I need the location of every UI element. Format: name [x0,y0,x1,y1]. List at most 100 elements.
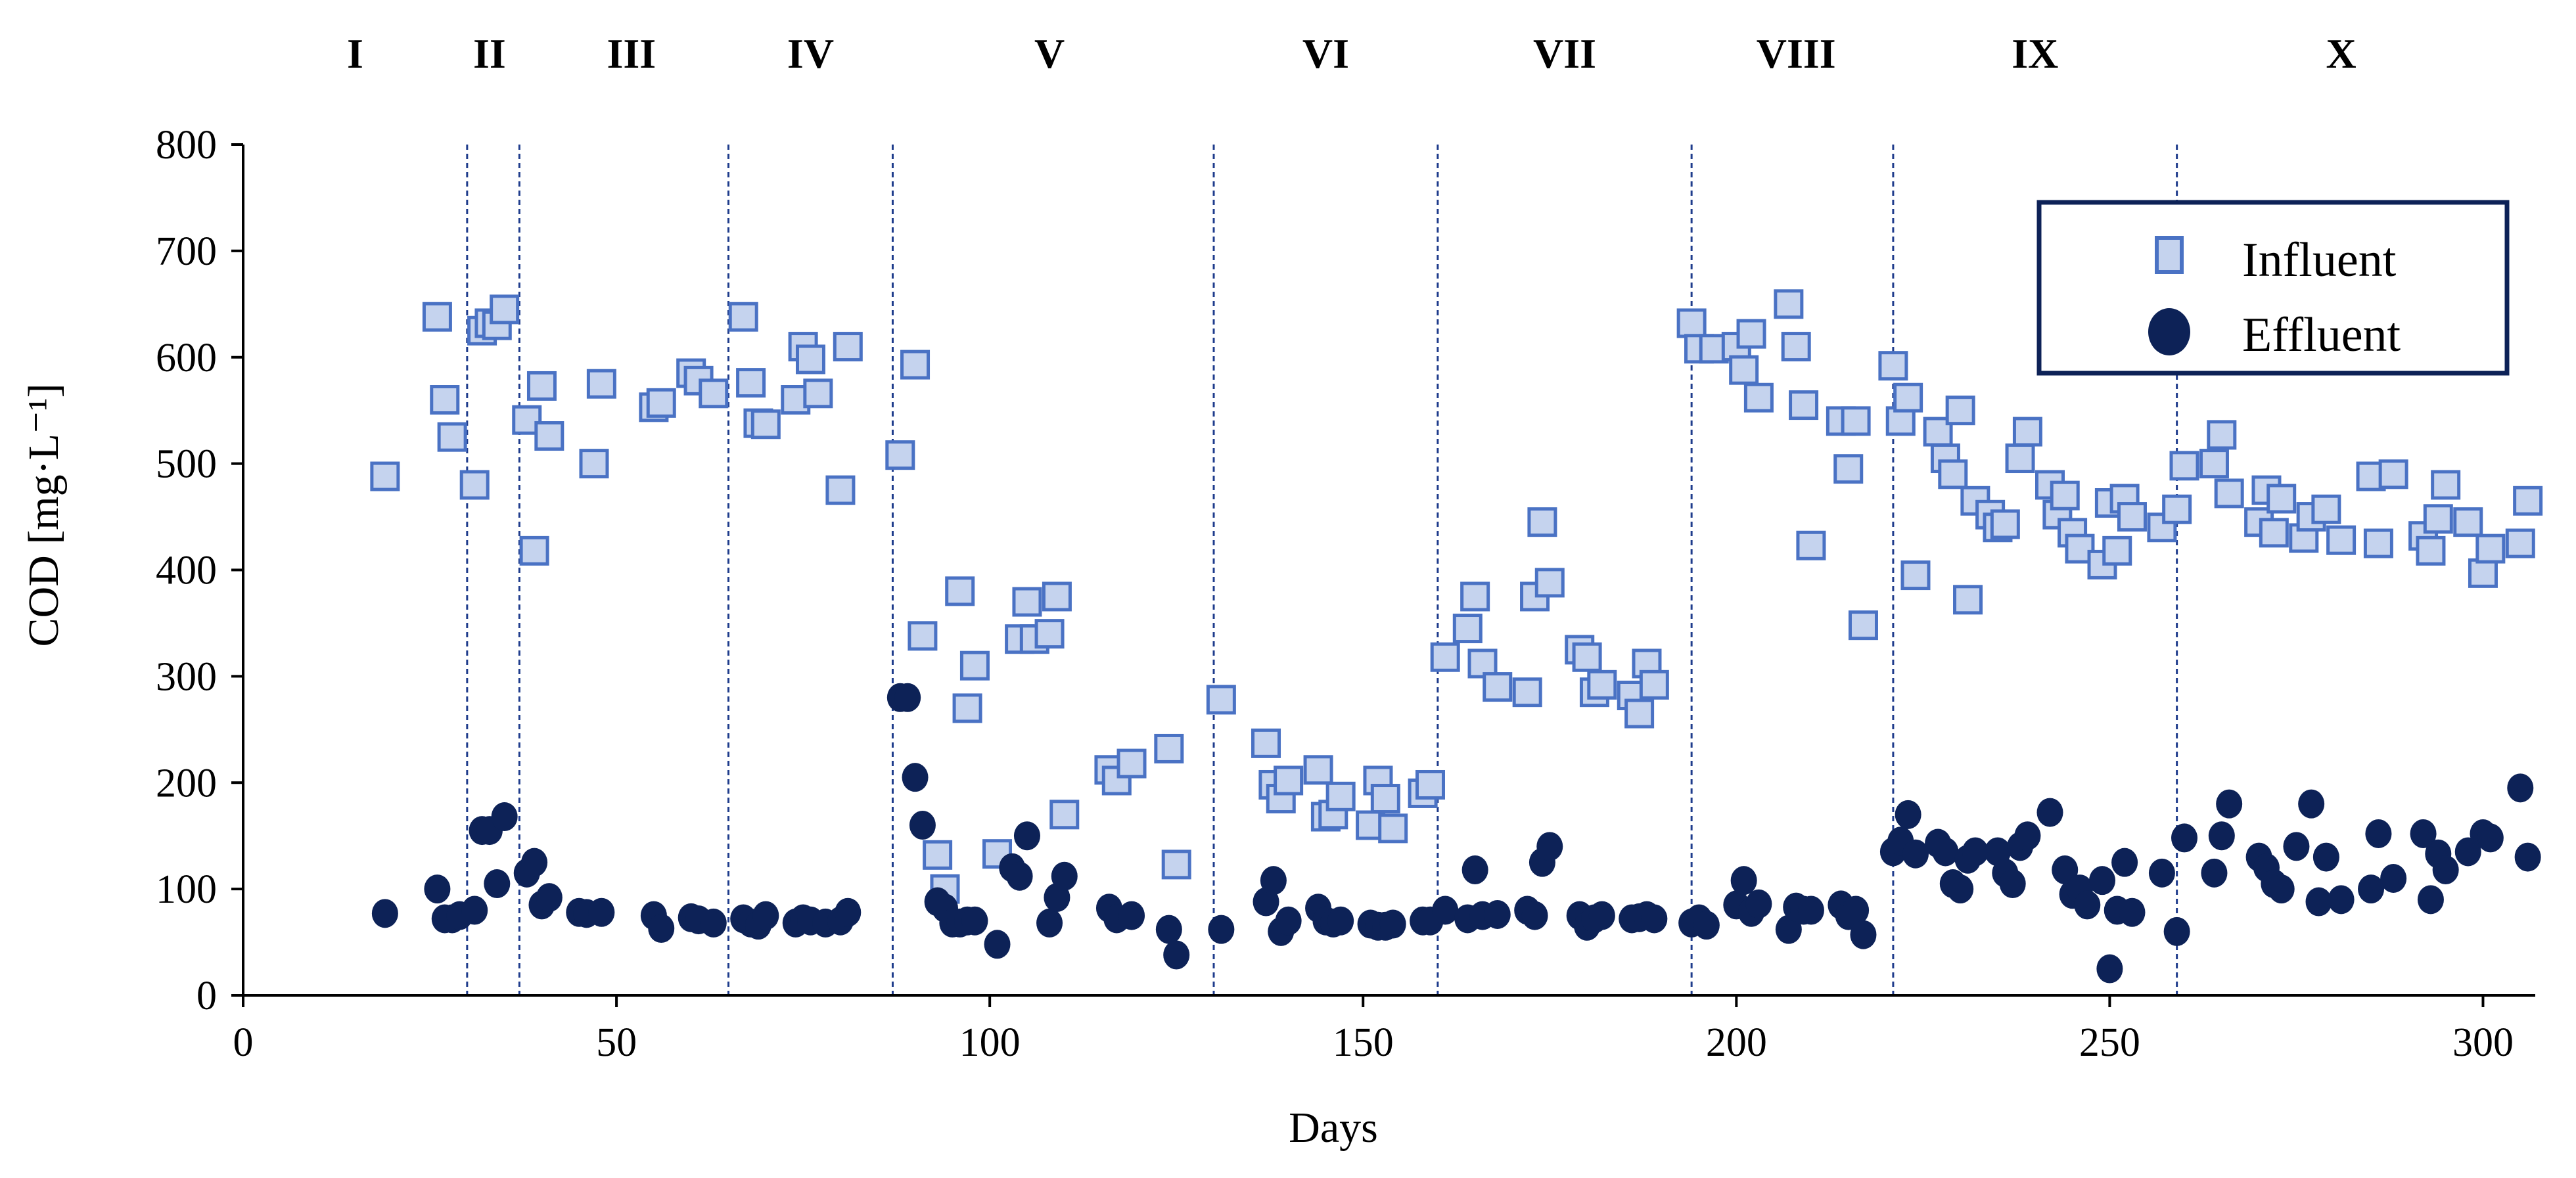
influent-point [1012,587,1042,617]
effluent-point [1484,899,1511,929]
effluent-point [1962,837,1989,867]
x-axis-title: Days [1289,1104,1378,1152]
influent-point [945,576,975,606]
effluent-point [1947,874,1974,904]
influent-point [1430,642,1460,672]
effluent-point [424,874,451,904]
influent-point [2326,525,2357,555]
effluent-point [1895,800,1921,829]
phase-labels: I II III IV V VI VII VIII IX X [347,30,2357,77]
influent-point [646,388,676,418]
effluent-point [1588,901,1615,930]
effluent-point [2201,858,2228,888]
effluent-point [2477,823,2504,853]
effluent-point [491,802,518,832]
influent-point [526,371,557,401]
influent-point [1378,813,1408,844]
influent-point [2505,528,2535,558]
legend-influent-marker [2155,236,2184,274]
influent-point [1512,677,1542,708]
phase-label: IV [787,30,834,77]
phase-label: VII [1533,30,1596,77]
influent-series [370,289,2543,904]
influent-point [1953,585,1983,615]
effluent-point [1775,915,1802,944]
influent-point [2475,533,2506,564]
influent-point [1370,784,1400,814]
influent-point [1161,850,1191,880]
effluent-point [961,906,988,936]
effluent-point [2305,887,2332,917]
x-tick-label: 0 [233,1020,254,1065]
effluent-point [2089,866,2116,895]
effluent-series [371,683,2541,984]
influent-point [1527,507,1557,537]
effluent-point [2014,821,2041,851]
influent-point [2266,484,2297,514]
phase-label: VIII [1757,30,1836,77]
effluent-point [1432,895,1459,925]
influent-point [1206,685,1236,715]
influent-point [959,650,990,681]
influent-point [370,461,400,491]
influent-point [1639,669,1669,700]
influent-point [2065,533,2095,564]
influent-point [422,302,452,332]
influent-point [1893,382,1923,413]
influent-point [2311,494,2341,524]
legend-effluent-marker [2148,308,2190,355]
influent-point [1841,406,1871,436]
legend-box [2036,200,2510,376]
influent-point [2162,494,2192,524]
influent-point [1878,351,1908,381]
x-tick-label: 300 [2452,1020,2514,1065]
effluent-point [902,763,929,792]
influent-point [1743,382,1774,413]
effluent-point [2208,821,2235,851]
phase-label: II [473,30,506,77]
influent-point [803,378,833,409]
influent-point [1534,568,1565,598]
influent-point [2468,558,2498,588]
effluent-point [2163,917,2190,946]
effluent-point [1051,861,1078,891]
effluent-point [2036,798,2063,827]
effluent-point [1850,920,1877,949]
influent-point [1848,610,1878,641]
effluent-point [2148,858,2175,888]
effluent-point [2417,885,2444,915]
effluent-point [2328,885,2355,915]
effluent-point [2171,823,2198,853]
influent-point [1251,728,1281,758]
effluent-point [1260,866,1287,895]
phase-label: III [607,30,656,77]
x-tick-label: 150 [1333,1020,1394,1065]
influent-point [1452,614,1483,644]
effluent-point [1797,895,1824,925]
x-tick-label: 250 [2079,1020,2140,1065]
influent-point [1034,619,1065,649]
influent-point [900,350,931,380]
effluent-point [2507,773,2534,803]
influent-point [1833,454,1864,484]
y-tick-label: 100 [156,867,217,912]
effluent-point [2298,789,2325,819]
x-tick-label: 50 [596,1020,637,1065]
effluent-point [588,897,615,927]
influent-point [1572,642,1602,672]
effluent-point [2312,842,2339,872]
influent-point [736,368,766,398]
effluent-point [1902,839,1929,869]
y-tick-label: 800 [156,123,217,168]
influent-point [1945,396,1975,426]
influent-point [2513,486,2543,516]
phase-label: VI [1302,30,1349,77]
phase-label: IX [2012,30,2058,77]
effluent-point [371,899,398,928]
x-tick-label: 100 [959,1020,1021,1065]
influent-point [908,621,938,651]
influent-point [2169,451,2199,481]
influent-point [2050,480,2080,510]
influent-point [2005,443,2035,474]
effluent-point [1118,901,1145,930]
